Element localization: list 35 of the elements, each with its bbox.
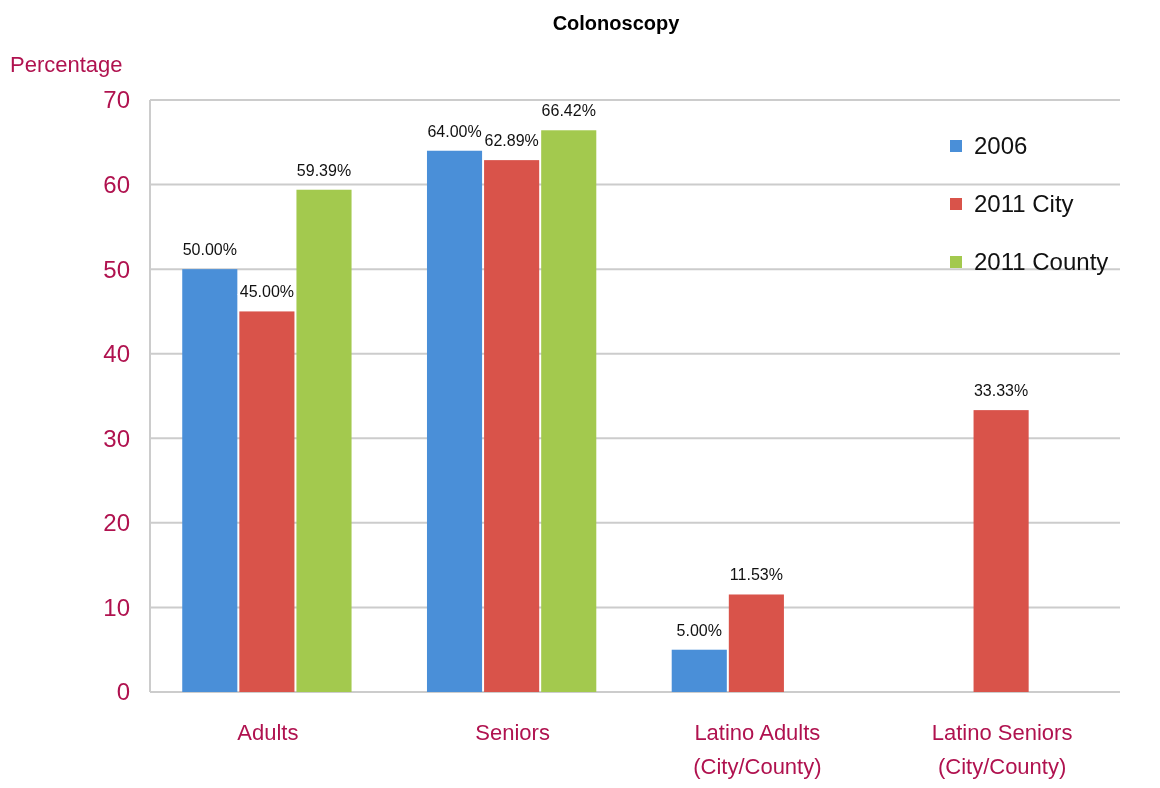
chart-title: Colonoscopy bbox=[552, 12, 681, 34]
data-label: 33.33% bbox=[973, 382, 1029, 400]
y-tick-label: 40 bbox=[103, 340, 130, 368]
data-label: 59.39% bbox=[296, 161, 352, 179]
y-tick-label: 50 bbox=[103, 255, 130, 283]
y-tick-label: 60 bbox=[103, 170, 130, 198]
y-tick-label: 20 bbox=[103, 509, 130, 537]
data-label: 64.00% bbox=[427, 122, 482, 140]
bar bbox=[541, 130, 597, 692]
bar bbox=[296, 189, 352, 692]
bar bbox=[671, 649, 727, 692]
legend-label: 2006 bbox=[974, 132, 1028, 160]
x-tick-label: Latino Adults (City/County) bbox=[693, 720, 822, 779]
y-tick-label: 30 bbox=[103, 424, 130, 452]
y-tick-label: 10 bbox=[103, 593, 130, 621]
bar bbox=[426, 150, 483, 692]
data-label: 5.00% bbox=[676, 621, 722, 639]
x-tick-label: Seniors bbox=[475, 720, 550, 745]
x-tick-label: Latino Seniors (City/County) bbox=[931, 720, 1073, 779]
bar bbox=[973, 410, 1029, 692]
legend-label: 2011 County bbox=[974, 248, 1109, 276]
bar bbox=[484, 160, 540, 692]
y-axis-title: Percentage bbox=[10, 52, 123, 77]
data-label: 11.53% bbox=[729, 566, 783, 584]
x-tick-label: Adults bbox=[237, 720, 299, 745]
y-tick-label: 0 bbox=[116, 678, 130, 706]
data-label: 66.42% bbox=[541, 102, 596, 120]
bar bbox=[728, 594, 784, 692]
data-label: 45.00% bbox=[239, 283, 295, 301]
bar bbox=[182, 269, 238, 692]
bar bbox=[239, 311, 295, 692]
y-tick-label: 70 bbox=[103, 86, 130, 114]
legend-label: 2011 City bbox=[974, 190, 1074, 218]
data-label: 50.00% bbox=[182, 241, 237, 259]
data-label: 62.89% bbox=[484, 132, 539, 150]
